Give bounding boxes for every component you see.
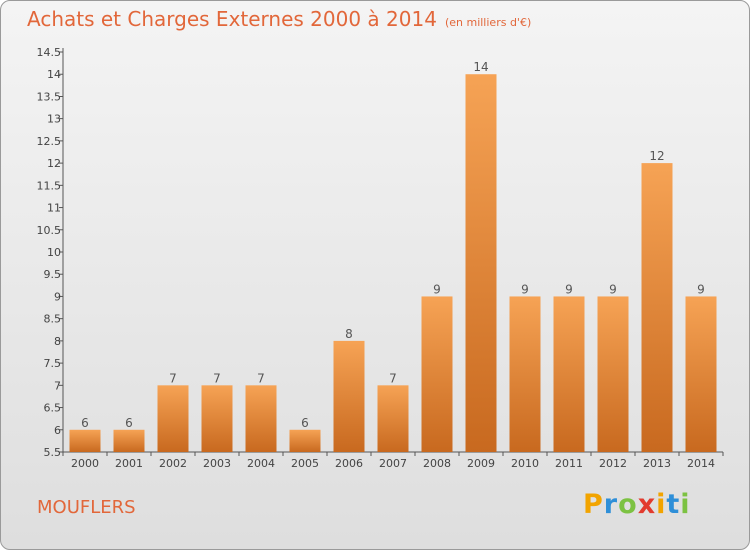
bar-2007 [377, 385, 409, 452]
y-tick-label: 5.5 [44, 446, 62, 459]
place-name: MOUFLERS [37, 497, 136, 518]
data-label-2001: 6 [125, 416, 133, 430]
bar-2014 [685, 296, 717, 452]
y-tick-label: 8 [54, 335, 61, 348]
x-tick-label-2002: 2002 [159, 457, 187, 470]
x-tick-label-2006: 2006 [335, 457, 363, 470]
y-tick-label: 6 [54, 424, 61, 437]
y-tick-label: 9.5 [44, 268, 62, 281]
data-label-2004: 7 [257, 371, 265, 385]
bar-2006 [333, 340, 365, 452]
y-tick-label: 12.5 [37, 135, 62, 148]
x-tick-label-2005: 2005 [291, 457, 319, 470]
y-tick-label: 11 [47, 202, 61, 215]
proxiti-logo: Proxiti [583, 489, 691, 520]
x-tick-label-2013: 2013 [643, 457, 671, 470]
data-label-2013: 12 [649, 149, 664, 163]
y-tick-label: 13.5 [37, 90, 62, 103]
data-label-2005: 6 [301, 416, 309, 430]
bar-2012 [597, 296, 629, 452]
y-tick-label: 14 [47, 68, 61, 81]
unit-note: (en milliers d'€) [444, 16, 532, 29]
bar-2005 [289, 429, 321, 452]
y-tick-label: 8.5 [44, 313, 62, 326]
bar-2001 [113, 429, 145, 452]
data-label-2014: 9 [697, 282, 705, 296]
x-tick-label-2003: 2003 [203, 457, 231, 470]
bar-2013 [641, 163, 673, 452]
data-label-2008: 9 [433, 282, 441, 296]
logo-letter: i [680, 489, 691, 520]
bar-2011 [553, 296, 585, 452]
data-label-2006: 8 [345, 327, 353, 341]
data-label-2012: 9 [609, 282, 617, 296]
logo-letter: o [618, 489, 638, 520]
bar-2004 [245, 385, 277, 452]
data-label-2000: 6 [81, 416, 89, 430]
y-tick-label: 7 [54, 379, 61, 392]
y-tick-label: 6.5 [44, 402, 62, 415]
chart-title-text: Achats et Charges Externes 2000 à 2014 [27, 7, 437, 31]
y-tick-label: 7.5 [44, 357, 62, 370]
bar-2008 [421, 296, 453, 452]
data-label-2002: 7 [169, 371, 177, 385]
logo-letter: r [603, 489, 619, 520]
x-tick-label-2008: 2008 [423, 457, 451, 470]
data-label-2007: 7 [389, 371, 397, 385]
data-label-2011: 9 [565, 282, 573, 296]
y-tick-label: 11.5 [37, 179, 62, 192]
y-tick-label: 9 [54, 290, 61, 303]
x-tick-label-2012: 2012 [599, 457, 627, 470]
bar-2003 [201, 385, 233, 452]
y-tick-label: 12 [47, 157, 61, 170]
bar-2010 [509, 296, 541, 452]
data-labels-group: 6 6 7 7 7 6 8 7 9 14 9 9 9 12 9 [81, 60, 705, 430]
x-tick-label-2014: 2014 [687, 457, 715, 470]
x-tick-label-2009: 2009 [467, 457, 495, 470]
bars-group [69, 74, 717, 452]
y-tick-label: 13 [47, 113, 61, 126]
bar-2009 [465, 74, 497, 452]
data-label-2010: 9 [521, 282, 529, 296]
x-tick-label-2011: 2011 [555, 457, 583, 470]
bar-2000 [69, 429, 101, 452]
x-tick-label-2001: 2001 [115, 457, 143, 470]
axes: 5.5 6 6.5 7 7.5 8 8.5 9 9.5 10 10.5 11 11.5 12 12.5 13 1… [37, 46, 724, 470]
y-tick-label: 14.5 [37, 46, 62, 59]
y-tick-label: 10 [47, 246, 61, 259]
chart-title: Achats et Charges Externes 2000 à 2014 (e… [27, 7, 531, 31]
data-label-2003: 7 [213, 371, 221, 385]
data-label-2009: 14 [473, 60, 488, 74]
x-tick-label-2000: 2000 [71, 457, 99, 470]
x-tick-label-2010: 2010 [511, 457, 539, 470]
x-tick-label-2004: 2004 [247, 457, 275, 470]
bar-2002 [157, 385, 189, 452]
logo-letter: P [583, 489, 604, 520]
logo-letter: i [656, 489, 667, 520]
logo-letter: t [666, 489, 681, 520]
logo-letter: x [637, 489, 657, 520]
x-tick-label-2007: 2007 [379, 457, 407, 470]
y-tick-label: 10.5 [37, 224, 62, 237]
